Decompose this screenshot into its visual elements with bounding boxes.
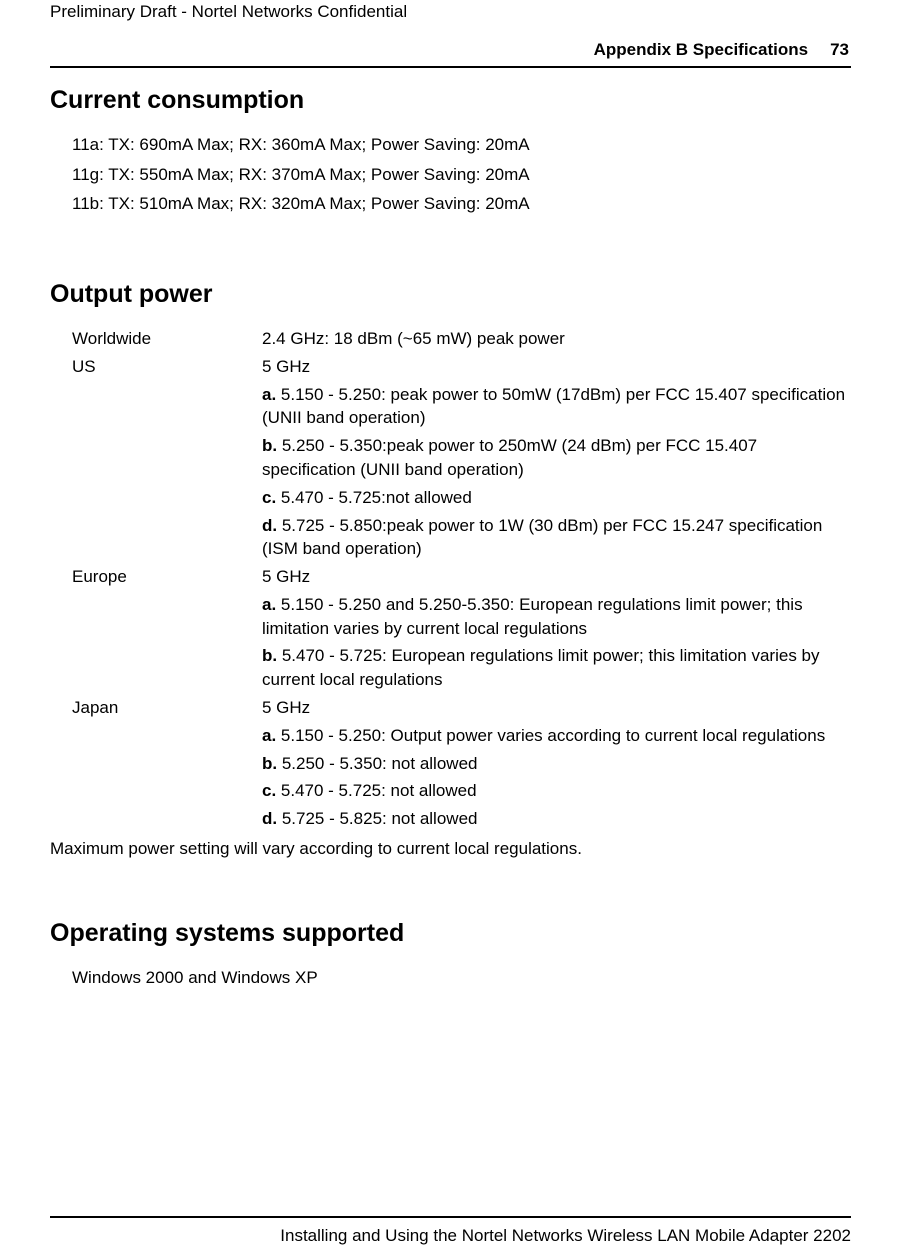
spec-text: d. 5.725 - 5.825: not allowed: [262, 807, 851, 835]
spec-text: c. 5.470 - 5.725:not allowed: [262, 486, 851, 514]
spec-text: 5 GHz: [262, 696, 851, 724]
item-letter: a.: [262, 726, 276, 745]
region-label: Japan: [72, 696, 262, 724]
item-letter: c.: [262, 488, 276, 507]
item-letter: a.: [262, 595, 276, 614]
item-letter: d.: [262, 516, 277, 535]
region-label: [72, 383, 262, 435]
os-supported-block: Windows 2000 and Windows XP: [50, 966, 851, 996]
item-letter: a.: [262, 385, 276, 404]
spec-text: a. 5.150 - 5.250: peak power to 50mW (17…: [262, 383, 851, 435]
spec-text: c. 5.470 - 5.725: not allowed: [262, 779, 851, 807]
spec-text: b. 5.470 - 5.725: European regulations l…: [262, 644, 851, 696]
heading-current-consumption: Current consumption: [50, 68, 851, 133]
region-label: [72, 593, 262, 645]
item-letter: b.: [262, 754, 277, 773]
spec-text: b. 5.250 - 5.350: not allowed: [262, 752, 851, 780]
spec-line: 11a: TX: 690mA Max; RX: 360mA Max; Power…: [72, 133, 851, 163]
region-label: [72, 779, 262, 807]
item-text: 5.470 - 5.725: not allowed: [276, 781, 476, 800]
region-label: [72, 807, 262, 835]
item-text: 5.470 - 5.725: European regulations limi…: [262, 646, 820, 689]
spec-text: d. 5.725 - 5.850:peak power to 1W (30 dB…: [262, 514, 851, 566]
spec-text: b. 5.250 - 5.350:peak power to 250mW (24…: [262, 434, 851, 486]
item-letter: b.: [262, 646, 277, 665]
region-label: [72, 752, 262, 780]
output-power-table: Worldwide2.4 GHz: 18 dBm (~65 mW) peak p…: [72, 327, 851, 835]
footer-text: Installing and Using the Nortel Networks…: [50, 1216, 851, 1246]
preliminary-draft-notice: Preliminary Draft - Nortel Networks Conf…: [50, 0, 851, 40]
item-text: 5.470 - 5.725:not allowed: [276, 488, 472, 507]
output-power-block: Worldwide2.4 GHz: 18 dBm (~65 mW) peak p…: [50, 327, 851, 835]
item-letter: c.: [262, 781, 276, 800]
item-text: 5.250 - 5.350:peak power to 250mW (24 dB…: [262, 436, 757, 479]
region-label: [72, 434, 262, 486]
spec-line: 11g: TX: 550mA Max; RX: 370mA Max; Power…: [72, 163, 851, 193]
spec-line: 11b: TX: 510mA Max; RX: 320mA Max; Power…: [72, 192, 851, 222]
item-text: 5.150 - 5.250: peak power to 50mW (17dBm…: [262, 385, 845, 428]
item-letter: d.: [262, 809, 277, 828]
region-label: US: [72, 355, 262, 383]
item-text: 5.150 - 5.250 and 5.250-5.350: European …: [262, 595, 803, 638]
page-footer: Installing and Using the Nortel Networks…: [50, 1216, 851, 1246]
heading-output-power: Output power: [50, 262, 851, 327]
item-letter: b.: [262, 436, 277, 455]
spec-line: Windows 2000 and Windows XP: [72, 966, 851, 996]
page-number: 73: [830, 40, 849, 60]
spec-text: 5 GHz: [262, 565, 851, 593]
region-label: [72, 514, 262, 566]
output-power-note: Maximum power setting will vary accordin…: [50, 835, 851, 861]
region-label: [72, 724, 262, 752]
region-label: [72, 644, 262, 696]
item-text: 5.250 - 5.350: not allowed: [277, 754, 477, 773]
spec-text: a. 5.150 - 5.250 and 5.250-5.350: Europe…: [262, 593, 851, 645]
spec-text: 2.4 GHz: 18 dBm (~65 mW) peak power: [262, 327, 851, 355]
item-text: 5.725 - 5.825: not allowed: [277, 809, 477, 828]
page-header: Appendix B Specifications 73: [50, 40, 851, 68]
page: Preliminary Draft - Nortel Networks Conf…: [0, 0, 901, 1258]
current-consumption-block: 11a: TX: 690mA Max; RX: 360mA Max; Power…: [50, 133, 851, 222]
item-text: 5.725 - 5.850:peak power to 1W (30 dBm) …: [262, 516, 822, 559]
heading-os-supported: Operating systems supported: [50, 901, 851, 966]
region-label: Worldwide: [72, 327, 262, 355]
region-label: Europe: [72, 565, 262, 593]
appendix-title: Appendix B Specifications: [594, 40, 808, 60]
region-label: [72, 486, 262, 514]
item-text: 5.150 - 5.250: Output power varies accor…: [276, 726, 825, 745]
spec-text: 5 GHz: [262, 355, 851, 383]
spec-text: a. 5.150 - 5.250: Output power varies ac…: [262, 724, 851, 752]
